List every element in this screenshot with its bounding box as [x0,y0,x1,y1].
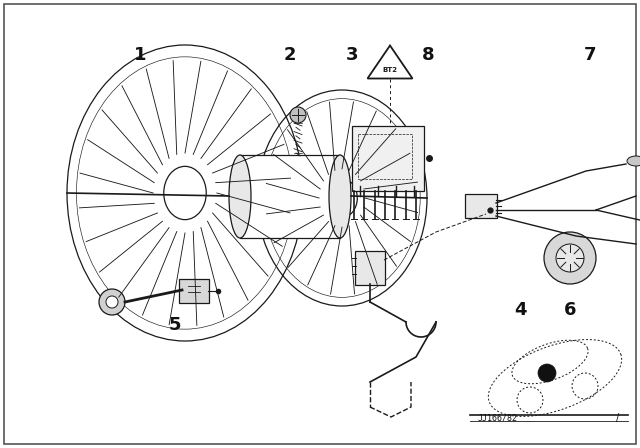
Bar [240,155,340,238]
Text: BT2: BT2 [383,67,397,73]
Text: 7: 7 [584,46,596,64]
Circle shape [99,289,125,315]
FancyBboxPatch shape [355,251,385,285]
Text: 2: 2 [284,46,296,64]
FancyBboxPatch shape [179,279,209,303]
Circle shape [544,232,596,284]
Ellipse shape [229,155,251,238]
FancyBboxPatch shape [465,194,497,218]
Circle shape [538,364,556,382]
Circle shape [556,244,584,272]
Bar [358,134,412,179]
Ellipse shape [329,155,351,238]
Circle shape [106,296,118,308]
Text: 5: 5 [169,316,181,334]
Text: 8: 8 [422,46,435,64]
Ellipse shape [627,156,640,166]
Text: 1: 1 [134,46,147,64]
Text: 6: 6 [564,301,576,319]
Bar [352,126,424,191]
Text: /: / [616,413,620,423]
Text: JJ166/82: JJ166/82 [478,414,518,422]
Text: 3: 3 [346,46,358,64]
Text: 4: 4 [514,301,526,319]
Circle shape [290,107,306,123]
